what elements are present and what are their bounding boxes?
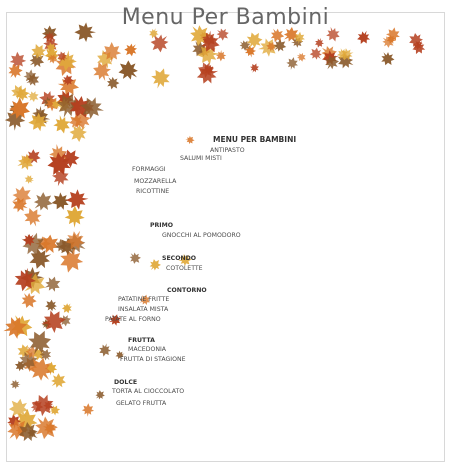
menu-item: FRUTTA DI STAGIONE [120,356,186,363]
section-title: SECONDO [162,255,197,262]
section-title: CONTORNO [167,287,207,294]
menu-item: PATATINE FRITTE [118,296,170,303]
menu-item: SALUMI MISTI [180,155,222,162]
menu-item: GELATO FRUTTA [116,400,167,407]
menu-title: MENU PER BAMBINI [213,135,297,144]
menu-item: RICOTTINE [136,188,170,195]
section-title: DOLCE [114,379,138,386]
section-title: FRUTTA [128,337,155,344]
menu-item: COTOLETTE [166,265,203,272]
menu-item: ANTIPASTO [210,147,245,154]
page-title: Menu Per Bambini [121,5,330,30]
menu-item: TORTA AL CIOCCOLATO [112,388,185,395]
menu-item: GNOCCHI AL POMODORO [162,232,241,239]
menu-item: INSALATA MISTA [118,306,169,313]
menu-item: MOZZARELLA [134,178,177,185]
menu-item: FORMAGGI [132,166,166,173]
menu-item: PATATE AL FORNO [105,316,161,323]
menu-item: MACEDONIA [128,346,167,353]
section-title: PRIMO [150,222,174,229]
